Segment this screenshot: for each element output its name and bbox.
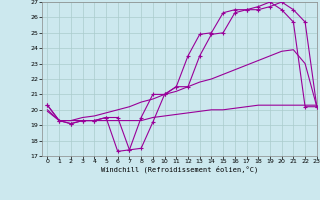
X-axis label: Windchill (Refroidissement éolien,°C): Windchill (Refroidissement éolien,°C) xyxy=(100,166,258,173)
